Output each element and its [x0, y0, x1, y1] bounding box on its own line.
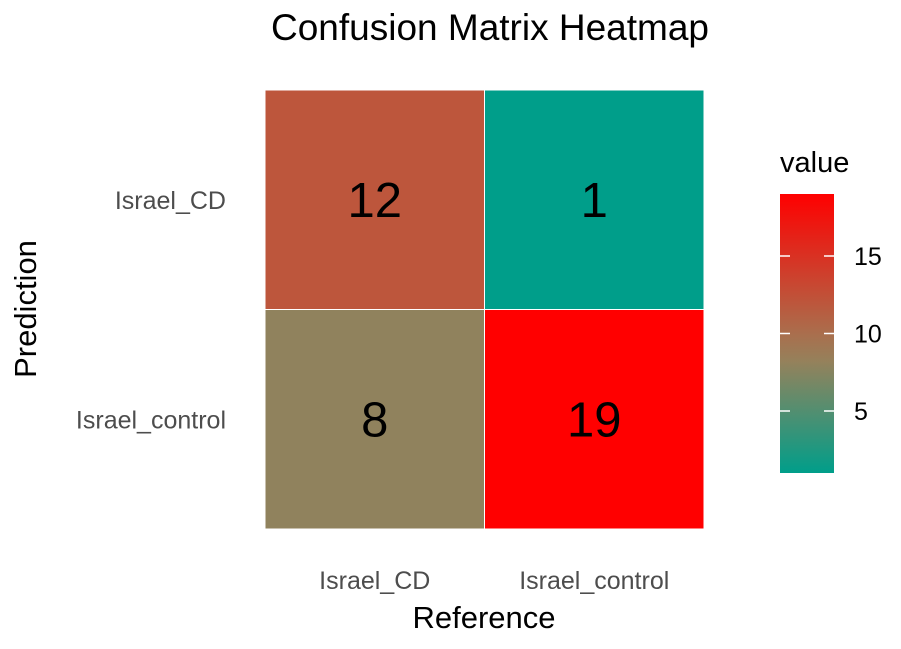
- y-axis-ticks: Israel_CD Israel_control: [76, 187, 226, 435]
- legend-tick-label: 15: [854, 243, 882, 271]
- y-axis-label: Prediction: [8, 240, 43, 378]
- legend-tick-label: 10: [854, 321, 882, 349]
- legend-title: value: [780, 147, 849, 179]
- x-axis-ticks: Israel_CD Israel_control: [319, 567, 669, 595]
- cell-labels: 12 1 8 19: [347, 174, 621, 448]
- chart-title: Confusion Matrix Heatmap: [271, 7, 709, 48]
- color-legend: value 5 10 15: [780, 147, 882, 473]
- heatmap-cells: [264, 89, 705, 530]
- x-axis-label: Reference: [412, 600, 555, 635]
- y-tick-label: Israel_control: [76, 406, 226, 434]
- cell-value-label: 8: [361, 393, 388, 447]
- x-tick-label: Israel_control: [519, 567, 669, 595]
- y-tick-label: Israel_CD: [115, 187, 226, 215]
- legend-ticks: 5 10 15: [780, 243, 882, 426]
- heatmap-cell-r0-c1: [484, 89, 705, 310]
- heatmap-cell-r0-c0: [264, 89, 485, 310]
- legend-tick-label: 5: [854, 398, 868, 426]
- cell-value-label: 12: [347, 174, 402, 228]
- cell-value-label: 1: [581, 174, 608, 228]
- x-tick-label: Israel_CD: [319, 567, 430, 595]
- cell-value-label: 19: [567, 393, 622, 447]
- heatmap-cell-r1-c1: [484, 309, 705, 530]
- heatmap-cell-r1-c0: [264, 309, 485, 530]
